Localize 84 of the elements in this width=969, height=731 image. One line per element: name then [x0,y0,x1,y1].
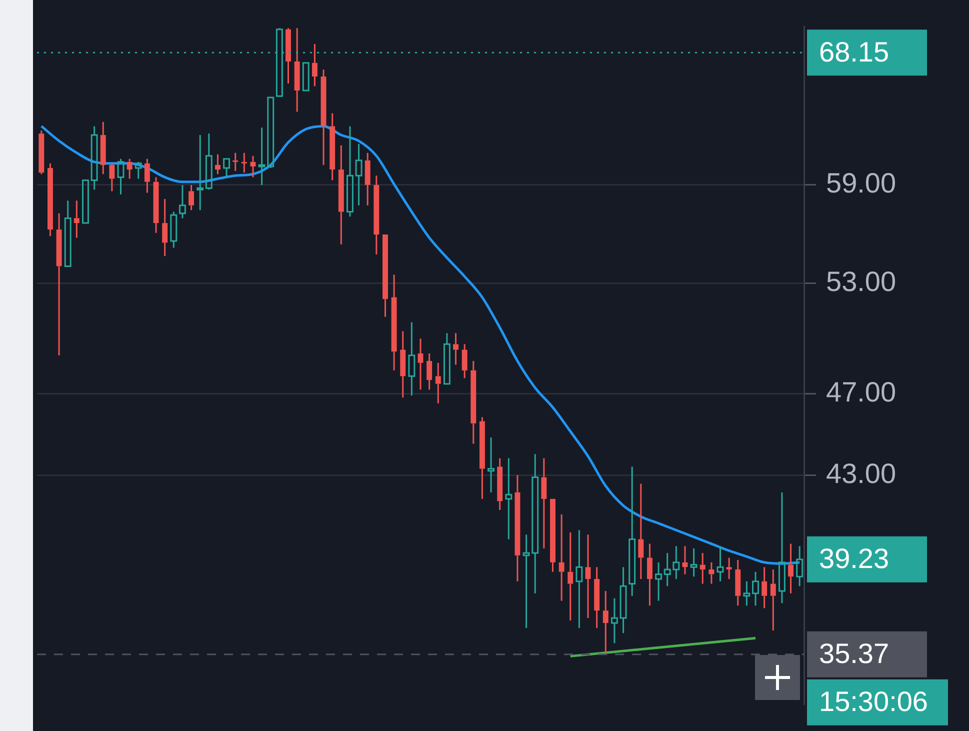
candlestick [205,132,212,190]
candlestick [453,332,458,366]
candlestick [294,27,300,113]
candlestick [620,566,627,634]
candlestick [479,416,485,500]
candlestick [330,112,336,182]
candlestick [568,532,574,622]
candlestick [752,571,759,606]
candlestick [170,211,178,248]
candlestick [435,362,441,404]
candlestick [134,161,142,180]
y-tick-label: 53.00 [826,266,896,298]
ref-line-label: 68.15 [819,36,890,68]
candlestick [778,492,786,604]
candlestick [374,174,380,256]
candlestick [56,212,62,356]
candlestick [497,458,503,511]
candlestick [541,458,547,550]
candlestick [320,68,326,166]
candlestick [594,566,600,629]
y-tick-label: 59.00 [826,168,896,199]
candlestick [602,590,608,656]
candlestick [338,144,344,246]
candlestick [638,482,644,580]
candlestick [610,598,618,644]
candlestick [735,559,741,606]
candlestick [241,152,247,174]
candlestick [250,155,256,178]
candlestick [223,158,230,178]
candlestick [700,552,706,584]
candlestick [178,184,186,219]
candlestick [558,514,564,602]
candlestick [196,134,204,211]
candlestick [117,158,124,196]
y-tick-label: 47.00 [826,376,896,408]
candlestick [418,338,424,390]
ref-line-label: 35.37 [819,638,890,670]
candlestick [188,184,194,211]
candlestick [505,458,512,540]
candlestick [443,332,450,385]
y-tick-label: 43.00 [826,458,896,489]
candlestick [788,543,794,594]
candlestick [38,130,44,175]
candlestick [646,543,652,606]
candlestick [74,200,80,239]
candlestick [628,466,636,597]
candlestick [109,162,115,192]
candlestick [162,198,168,257]
candlestick [655,562,662,602]
candlestick [726,556,732,580]
candlestick [382,234,388,318]
candlestick [100,121,106,175]
candlestick [355,143,362,206]
candlestick [214,154,220,175]
candlestick [391,274,397,372]
candlestick [364,152,370,206]
candlestick [286,27,291,84]
candlestick [708,562,714,584]
candlestick [426,352,432,390]
candlestick [64,200,72,267]
candlestick [716,545,724,582]
candlestick [153,176,159,234]
candlestick [462,343,468,379]
candlestick [470,360,476,444]
candlestick [762,566,768,609]
candlestick [90,125,98,190]
candlestick [232,152,238,172]
candlestick [585,534,591,619]
candlestick [743,580,750,606]
candlestick [796,545,804,587]
candlestick [312,43,318,88]
candlestick [144,158,150,194]
candlestick [770,568,776,632]
candlestick [126,158,132,180]
candlestick [346,125,354,218]
candlestick [514,474,520,582]
candlestick [400,330,406,398]
candlestick [47,162,53,237]
text: 39.23 [819,543,890,574]
candlestick [690,548,698,578]
candlestick [408,321,416,396]
candlestick [576,529,583,629]
text: 15:30:06 [819,686,928,718]
candlestick [488,436,495,494]
